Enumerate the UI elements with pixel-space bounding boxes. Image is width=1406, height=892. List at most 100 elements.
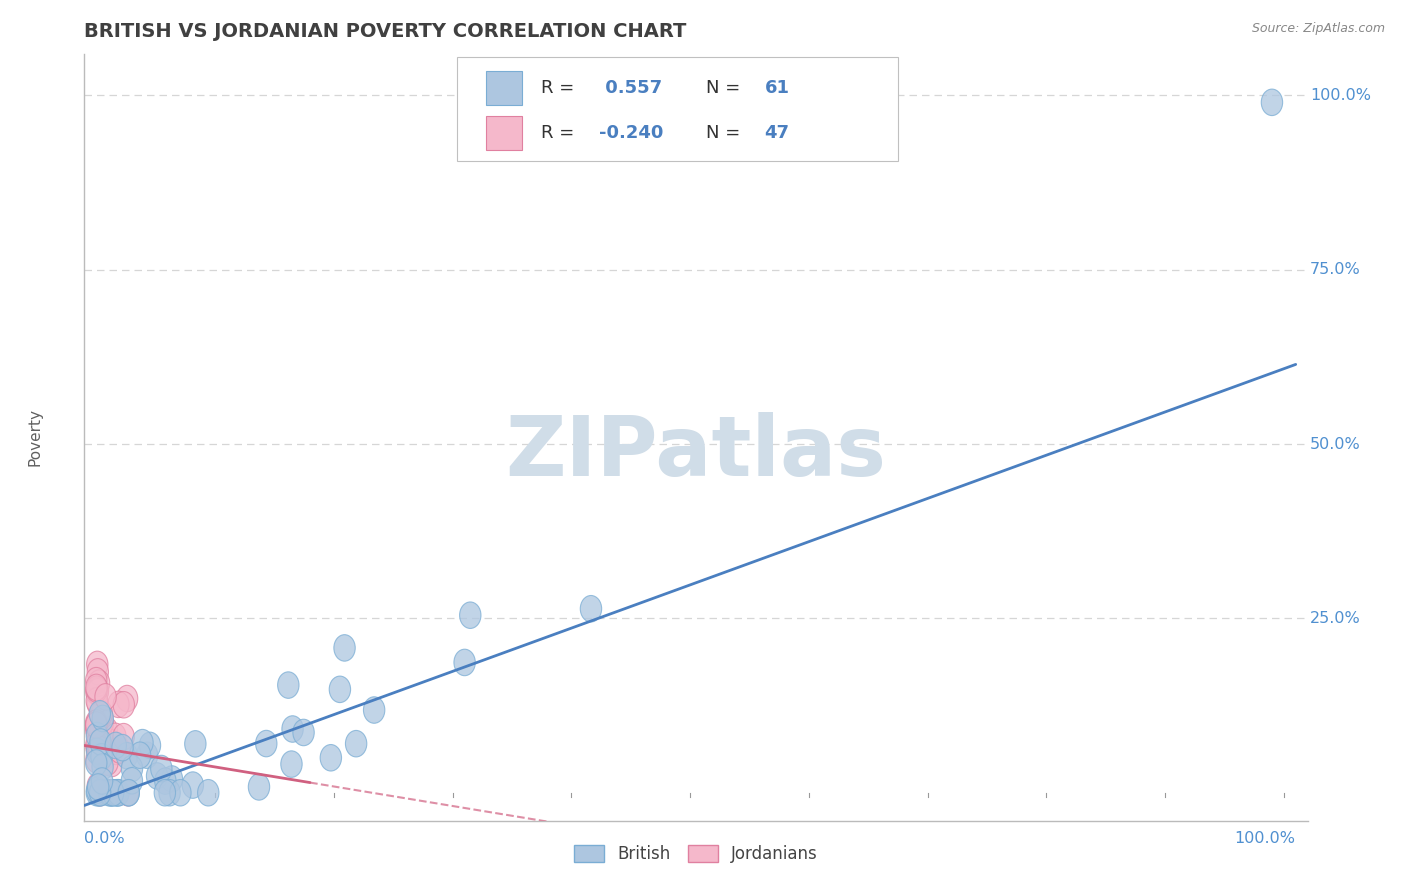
Ellipse shape <box>89 700 111 727</box>
Ellipse shape <box>94 683 117 710</box>
Ellipse shape <box>581 596 602 622</box>
Ellipse shape <box>139 732 160 758</box>
Ellipse shape <box>107 780 129 806</box>
Ellipse shape <box>89 780 110 806</box>
Legend: British, Jordanians: British, Jordanians <box>568 838 824 870</box>
Ellipse shape <box>103 780 124 806</box>
Ellipse shape <box>86 676 107 702</box>
Ellipse shape <box>86 780 107 806</box>
FancyBboxPatch shape <box>457 57 898 161</box>
Ellipse shape <box>100 729 121 756</box>
Ellipse shape <box>107 780 128 806</box>
Ellipse shape <box>91 738 112 764</box>
Ellipse shape <box>87 690 108 716</box>
Ellipse shape <box>292 719 315 746</box>
Text: 25.0%: 25.0% <box>1310 611 1361 626</box>
Ellipse shape <box>364 697 385 723</box>
Ellipse shape <box>170 780 191 806</box>
Text: BRITISH VS JORDANIAN POVERTY CORRELATION CHART: BRITISH VS JORDANIAN POVERTY CORRELATION… <box>84 21 686 41</box>
Text: R =: R = <box>541 79 579 97</box>
Ellipse shape <box>96 717 118 743</box>
Ellipse shape <box>454 649 475 676</box>
Ellipse shape <box>86 667 107 694</box>
Ellipse shape <box>198 780 219 806</box>
Ellipse shape <box>132 730 153 756</box>
Ellipse shape <box>97 749 118 775</box>
Ellipse shape <box>155 780 176 806</box>
Ellipse shape <box>86 723 108 748</box>
Ellipse shape <box>118 780 139 806</box>
Ellipse shape <box>90 729 111 756</box>
Ellipse shape <box>146 763 167 789</box>
Text: N =: N = <box>706 124 745 142</box>
Text: 61: 61 <box>765 79 790 97</box>
Ellipse shape <box>86 711 107 737</box>
Text: Source: ZipAtlas.com: Source: ZipAtlas.com <box>1251 22 1385 36</box>
Ellipse shape <box>129 742 150 769</box>
Ellipse shape <box>112 691 135 718</box>
Ellipse shape <box>91 768 112 794</box>
Ellipse shape <box>86 777 108 804</box>
Ellipse shape <box>117 780 139 806</box>
Ellipse shape <box>86 678 107 705</box>
Ellipse shape <box>91 744 112 770</box>
Ellipse shape <box>118 780 139 806</box>
Ellipse shape <box>87 679 108 705</box>
Ellipse shape <box>108 780 129 806</box>
Ellipse shape <box>87 736 108 762</box>
Ellipse shape <box>91 700 112 727</box>
Text: 75.0%: 75.0% <box>1310 262 1361 277</box>
Ellipse shape <box>86 733 107 760</box>
Ellipse shape <box>89 736 110 763</box>
Ellipse shape <box>86 719 108 745</box>
Ellipse shape <box>91 754 114 780</box>
Ellipse shape <box>90 780 111 806</box>
Ellipse shape <box>86 710 107 736</box>
Ellipse shape <box>90 780 111 806</box>
Ellipse shape <box>108 691 129 718</box>
Ellipse shape <box>89 723 110 750</box>
Ellipse shape <box>86 747 107 773</box>
Ellipse shape <box>460 602 481 629</box>
Ellipse shape <box>159 780 180 806</box>
Ellipse shape <box>87 651 108 678</box>
Ellipse shape <box>184 731 207 757</box>
Ellipse shape <box>105 780 127 806</box>
Ellipse shape <box>87 773 108 800</box>
Ellipse shape <box>155 768 176 795</box>
Ellipse shape <box>249 773 270 800</box>
Text: 0.557: 0.557 <box>599 79 662 97</box>
Ellipse shape <box>91 726 112 753</box>
Text: 100.0%: 100.0% <box>1234 831 1296 847</box>
Ellipse shape <box>101 750 122 777</box>
Ellipse shape <box>86 712 107 739</box>
Ellipse shape <box>281 715 304 742</box>
Ellipse shape <box>93 716 114 742</box>
Text: -0.240: -0.240 <box>599 124 664 142</box>
FancyBboxPatch shape <box>485 116 522 151</box>
Ellipse shape <box>105 739 127 764</box>
Text: 47: 47 <box>765 124 790 142</box>
Ellipse shape <box>86 749 107 776</box>
Ellipse shape <box>101 780 122 806</box>
Ellipse shape <box>136 742 157 769</box>
Ellipse shape <box>86 688 107 714</box>
Ellipse shape <box>87 658 108 685</box>
Ellipse shape <box>90 780 111 806</box>
Ellipse shape <box>256 731 277 756</box>
Ellipse shape <box>121 756 142 781</box>
Ellipse shape <box>117 742 138 769</box>
Ellipse shape <box>108 737 131 764</box>
Ellipse shape <box>112 734 134 761</box>
Text: ZIPatlas: ZIPatlas <box>506 412 886 493</box>
Ellipse shape <box>321 745 342 771</box>
Ellipse shape <box>86 712 107 739</box>
Ellipse shape <box>117 685 138 712</box>
Ellipse shape <box>86 731 107 757</box>
Ellipse shape <box>105 732 127 759</box>
Text: N =: N = <box>706 79 745 97</box>
Ellipse shape <box>89 731 111 758</box>
Ellipse shape <box>91 706 114 731</box>
Ellipse shape <box>87 772 108 799</box>
Text: 100.0%: 100.0% <box>1310 88 1371 103</box>
